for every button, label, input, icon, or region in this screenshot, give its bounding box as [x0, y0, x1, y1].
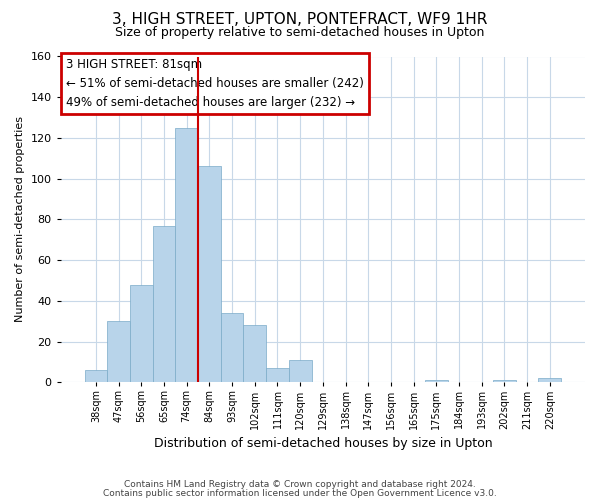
Bar	[130, 284, 152, 382]
Text: Size of property relative to semi-detached houses in Upton: Size of property relative to semi-detach…	[115, 26, 485, 39]
Bar	[221, 313, 244, 382]
Y-axis label: Number of semi-detached properties: Number of semi-detached properties	[15, 116, 25, 322]
Text: 3 HIGH STREET: 81sqm
← 51% of semi-detached houses are smaller (242)
49% of semi: 3 HIGH STREET: 81sqm ← 51% of semi-detac…	[66, 58, 364, 109]
Text: 3, HIGH STREET, UPTON, PONTEFRACT, WF9 1HR: 3, HIGH STREET, UPTON, PONTEFRACT, WF9 1…	[112, 12, 488, 28]
X-axis label: Distribution of semi-detached houses by size in Upton: Distribution of semi-detached houses by …	[154, 437, 492, 450]
Text: Contains public sector information licensed under the Open Government Licence v3: Contains public sector information licen…	[103, 488, 497, 498]
Bar	[152, 226, 175, 382]
Bar	[266, 368, 289, 382]
Bar	[107, 322, 130, 382]
Bar	[425, 380, 448, 382]
Bar	[198, 166, 221, 382]
Text: Contains HM Land Registry data © Crown copyright and database right 2024.: Contains HM Land Registry data © Crown c…	[124, 480, 476, 489]
Bar	[289, 360, 311, 382]
Bar	[244, 326, 266, 382]
Bar	[85, 370, 107, 382]
Bar	[538, 378, 561, 382]
Bar	[493, 380, 516, 382]
Bar	[175, 128, 198, 382]
